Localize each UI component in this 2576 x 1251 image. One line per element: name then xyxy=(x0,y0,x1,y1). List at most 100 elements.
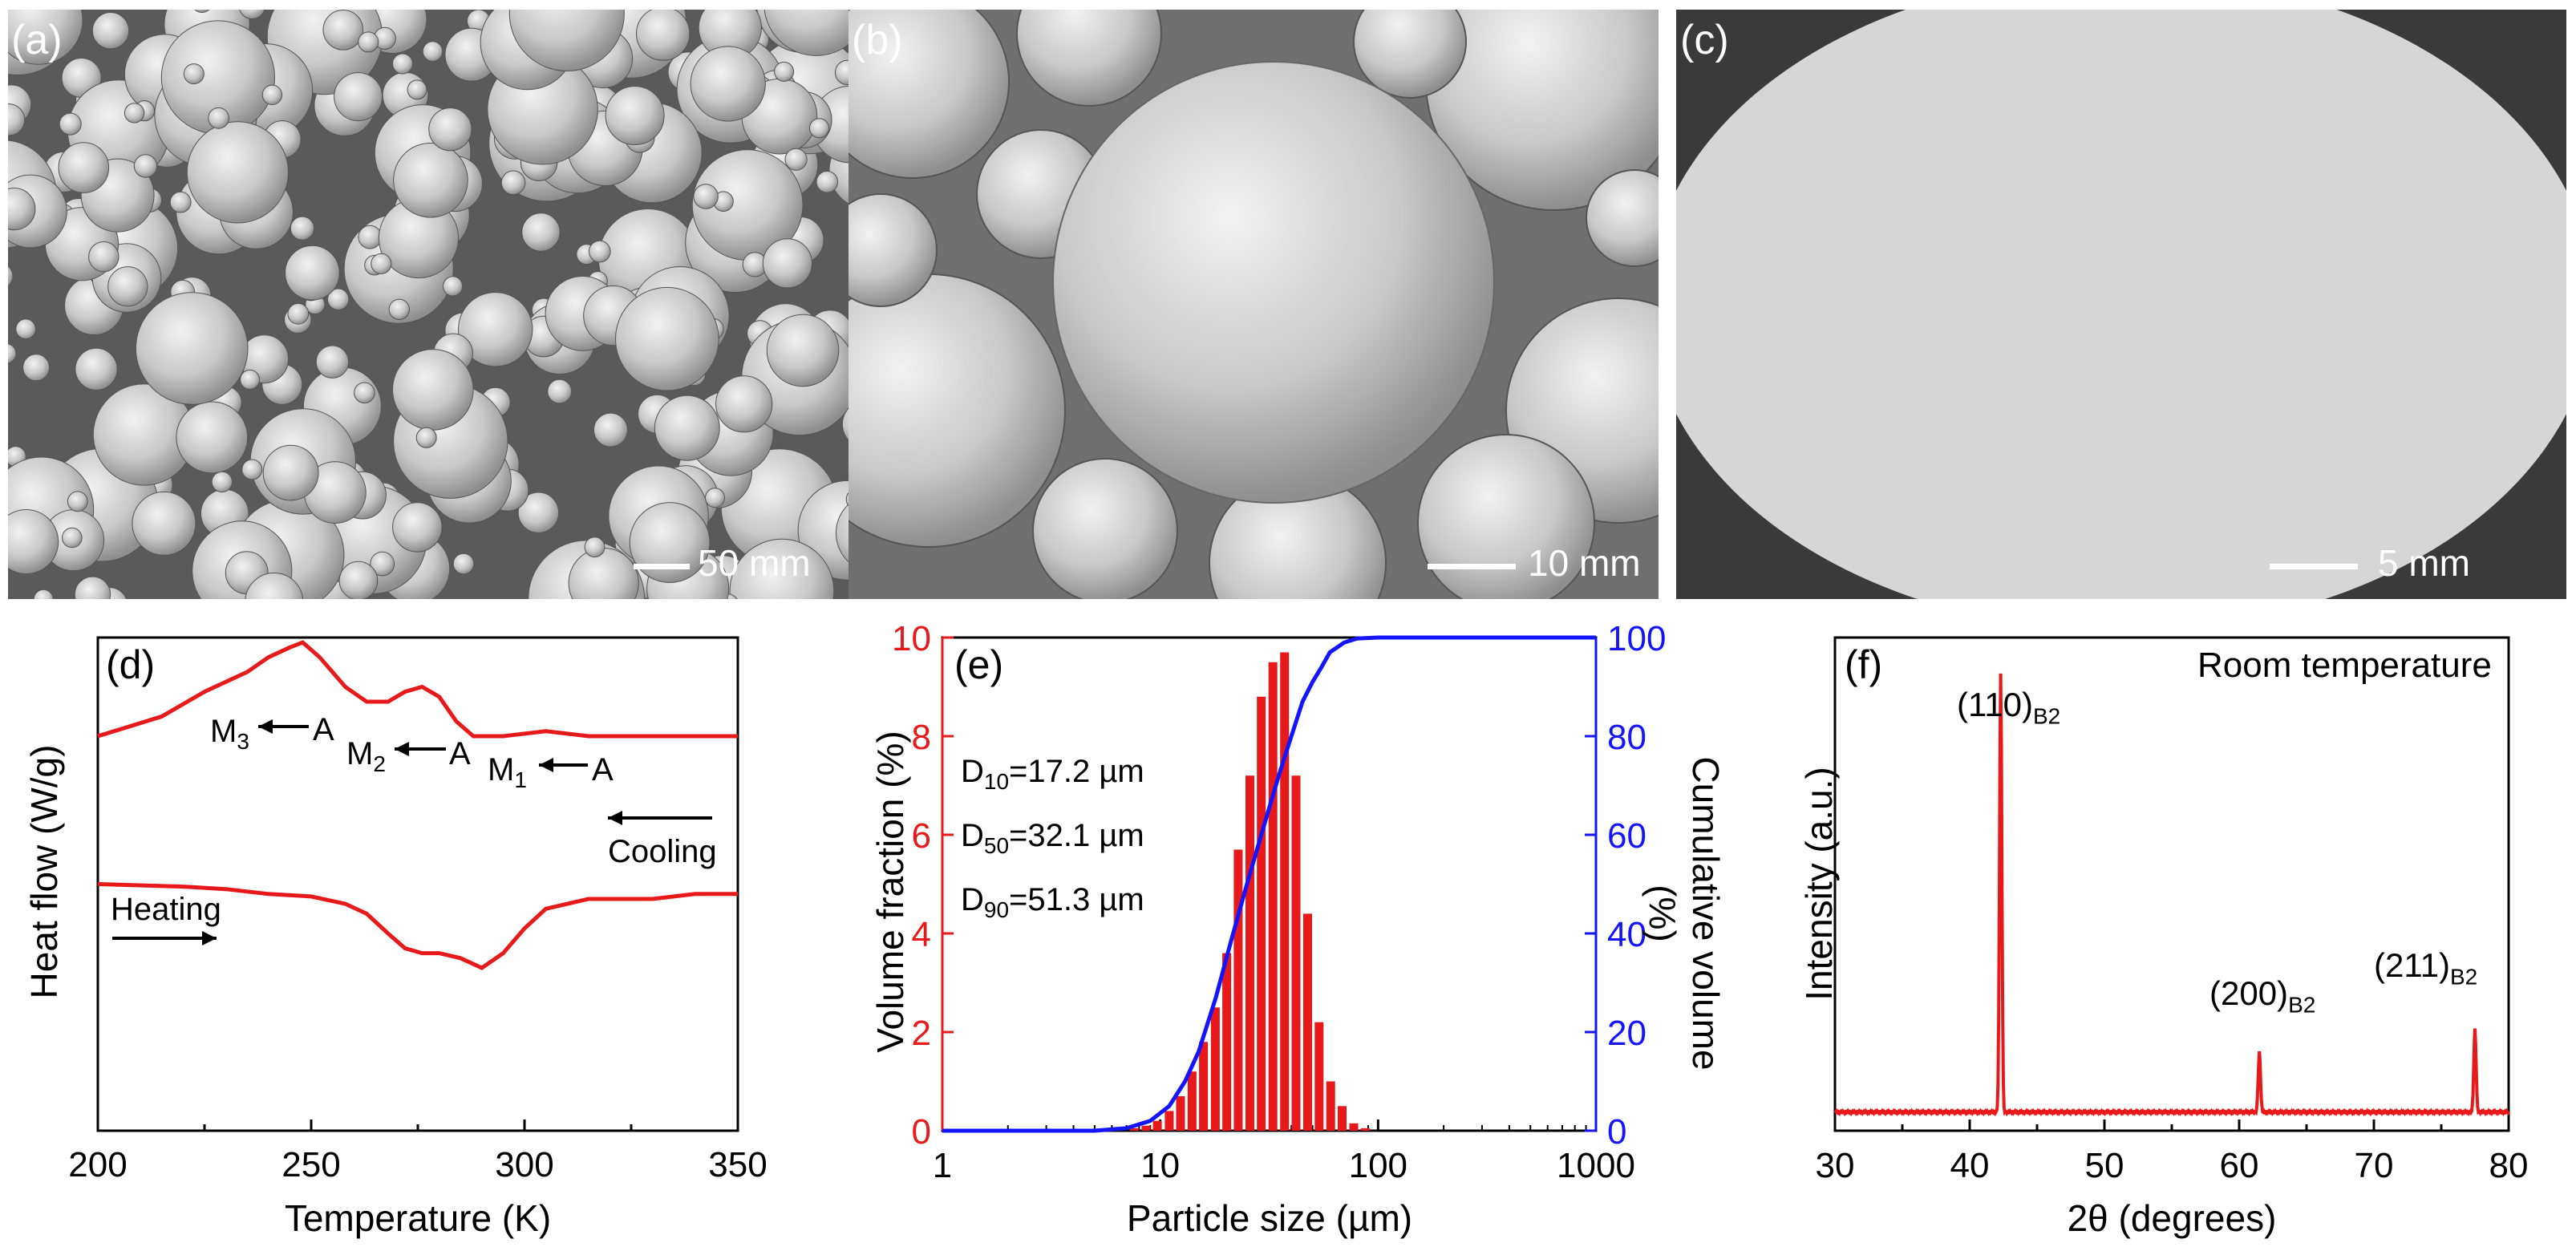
sem-a-particle xyxy=(358,31,379,53)
sem-a-particle xyxy=(133,154,158,178)
sem-a-particle xyxy=(605,86,665,146)
peak-label-211: (211)B2 xyxy=(2374,946,2477,990)
panel-e-bar xyxy=(1141,1125,1151,1131)
sem-a-particle xyxy=(176,401,249,474)
sem-a-particle xyxy=(354,382,375,404)
annot-m3: M3 xyxy=(210,714,249,755)
sem-a-particle xyxy=(766,314,840,387)
panel-d-curve-cooling xyxy=(97,640,738,739)
sem-a-particle xyxy=(615,286,719,391)
sem-a-particle xyxy=(452,553,475,575)
panel-e-bar xyxy=(1291,775,1301,1131)
panel-e-label: (e) xyxy=(954,642,1004,687)
panel-e-ytick-label: 10 xyxy=(892,619,931,658)
sem-a-particle xyxy=(636,10,691,61)
panel-e-d50-text: D xyxy=(961,818,984,853)
panel-e-bar xyxy=(1164,1111,1174,1131)
sem-a-particle xyxy=(135,292,249,405)
peak-label-200-sub: B2 xyxy=(2288,992,2316,1018)
sem-a-particle xyxy=(816,171,839,193)
panel-d-xlabel: Temperature (K) xyxy=(284,1197,552,1239)
panel-e-bar xyxy=(1176,1096,1185,1131)
sem-a-particle xyxy=(338,561,379,599)
peak-label-110-hkl: (110) xyxy=(1957,686,2033,723)
sem-a-particle xyxy=(8,509,59,574)
panel-e-bar xyxy=(1280,652,1290,1131)
sem-a-particle xyxy=(8,10,83,65)
panel-f-xtick-label: 70 xyxy=(2355,1146,2394,1185)
annot-m1-arrow-head xyxy=(539,758,553,772)
sem-a-particle xyxy=(370,551,395,577)
panel-e-d50-sub: 50 xyxy=(983,833,1010,858)
panel-e-ylabel: Volume fraction (%) xyxy=(869,731,911,1053)
panel-d-xtick-250: 250 xyxy=(281,1145,341,1184)
panel-e-bar xyxy=(1257,696,1266,1131)
annot-m2-sub: 2 xyxy=(373,751,386,776)
panel-e-bar xyxy=(1314,1022,1324,1131)
sem-b-central-particle xyxy=(1052,61,1495,504)
sem-a-particle xyxy=(262,444,319,501)
sem-a-particle xyxy=(287,302,310,325)
panel-e-bar xyxy=(1210,1007,1220,1132)
sem-a-particle xyxy=(290,216,314,241)
sem-a-particle xyxy=(285,245,340,301)
panel-c-label: (c) xyxy=(1680,17,1729,63)
sem-a-particle xyxy=(322,10,364,51)
panel-e-d90-text: D xyxy=(961,882,984,917)
panel-e-bar xyxy=(1360,1128,1370,1131)
panel-f-chart: 30 40 50 60 70 80 xyxy=(1816,673,2529,1185)
panel-e-ytick-label: 8 xyxy=(912,718,931,757)
sem-a-particle xyxy=(584,536,606,558)
panel-e-ytick-label: 6 xyxy=(912,816,931,856)
sem-a-particle xyxy=(729,538,835,599)
panel-e-xtick-label: 1000 xyxy=(1557,1146,1635,1185)
panel-a-label: (a) xyxy=(11,17,63,63)
sem-a-particle xyxy=(428,107,472,152)
panel-e-bar xyxy=(1303,913,1312,1131)
panel-f-label: (f) xyxy=(1845,642,1883,687)
panel-d-chart xyxy=(96,640,739,1131)
panel-f-xtick-label: 40 xyxy=(1950,1146,1990,1185)
panel-d-xtick-300: 300 xyxy=(495,1145,554,1184)
annot-m3-arrow-head xyxy=(258,719,273,734)
sem-a-particle xyxy=(22,354,51,382)
panel-e-d10-text: D xyxy=(961,754,984,789)
sem-b-particle xyxy=(1016,10,1162,107)
sem-a-particle xyxy=(415,427,437,448)
sem-a-particle xyxy=(241,459,263,480)
panel-e-y2label: Cumulative volume (%) xyxy=(1642,756,1727,1071)
sem-b-particle xyxy=(849,193,938,307)
sem-a-particle xyxy=(774,61,795,82)
peak-label-200: (200)B2 xyxy=(2209,974,2315,1018)
panel-e-bar xyxy=(1326,1081,1335,1131)
panel-d-xtick-200: 200 xyxy=(68,1145,128,1184)
sem-a-particle xyxy=(88,241,119,273)
peak-label-211-sub: B2 xyxy=(2449,964,2478,990)
sem-a-particle xyxy=(508,10,625,71)
panel-e-d10-val: =17.2 µm xyxy=(1009,754,1144,789)
panel-f-xtick-label: 30 xyxy=(1816,1146,1855,1185)
sem-a-particle xyxy=(107,266,148,307)
panel-d-curve-heating xyxy=(97,882,738,970)
panel-e-bar xyxy=(1349,1123,1359,1131)
sem-a-particle xyxy=(593,412,628,447)
panel-e-bar xyxy=(1233,849,1243,1131)
sem-a-particle xyxy=(589,240,611,263)
scale-bar-c-label: 5 mm xyxy=(2378,542,2470,584)
panel-e-y2tick-label: 100 xyxy=(1607,619,1666,658)
sem-a-particle xyxy=(407,79,427,100)
sem-a-particle xyxy=(334,72,383,122)
annot-m3-a: A xyxy=(313,712,334,747)
sem-a-particle xyxy=(392,502,443,553)
panel-e-cumulative-curve xyxy=(942,635,1596,1133)
panel-f-ylabel: Intensity (a.u.) xyxy=(1798,767,1840,1001)
peak-label-110: (110)B2 xyxy=(1957,686,2060,729)
annot-m1-a: A xyxy=(592,752,614,787)
panel-e-bar xyxy=(1222,953,1232,1131)
panel-e-d90-val: =51.3 µm xyxy=(1009,882,1144,917)
scale-bar-b xyxy=(1428,564,1516,569)
sem-a-particle xyxy=(690,46,766,122)
sem-a-particle xyxy=(186,121,289,224)
panel-f-xtick-label: 80 xyxy=(2489,1146,2529,1185)
